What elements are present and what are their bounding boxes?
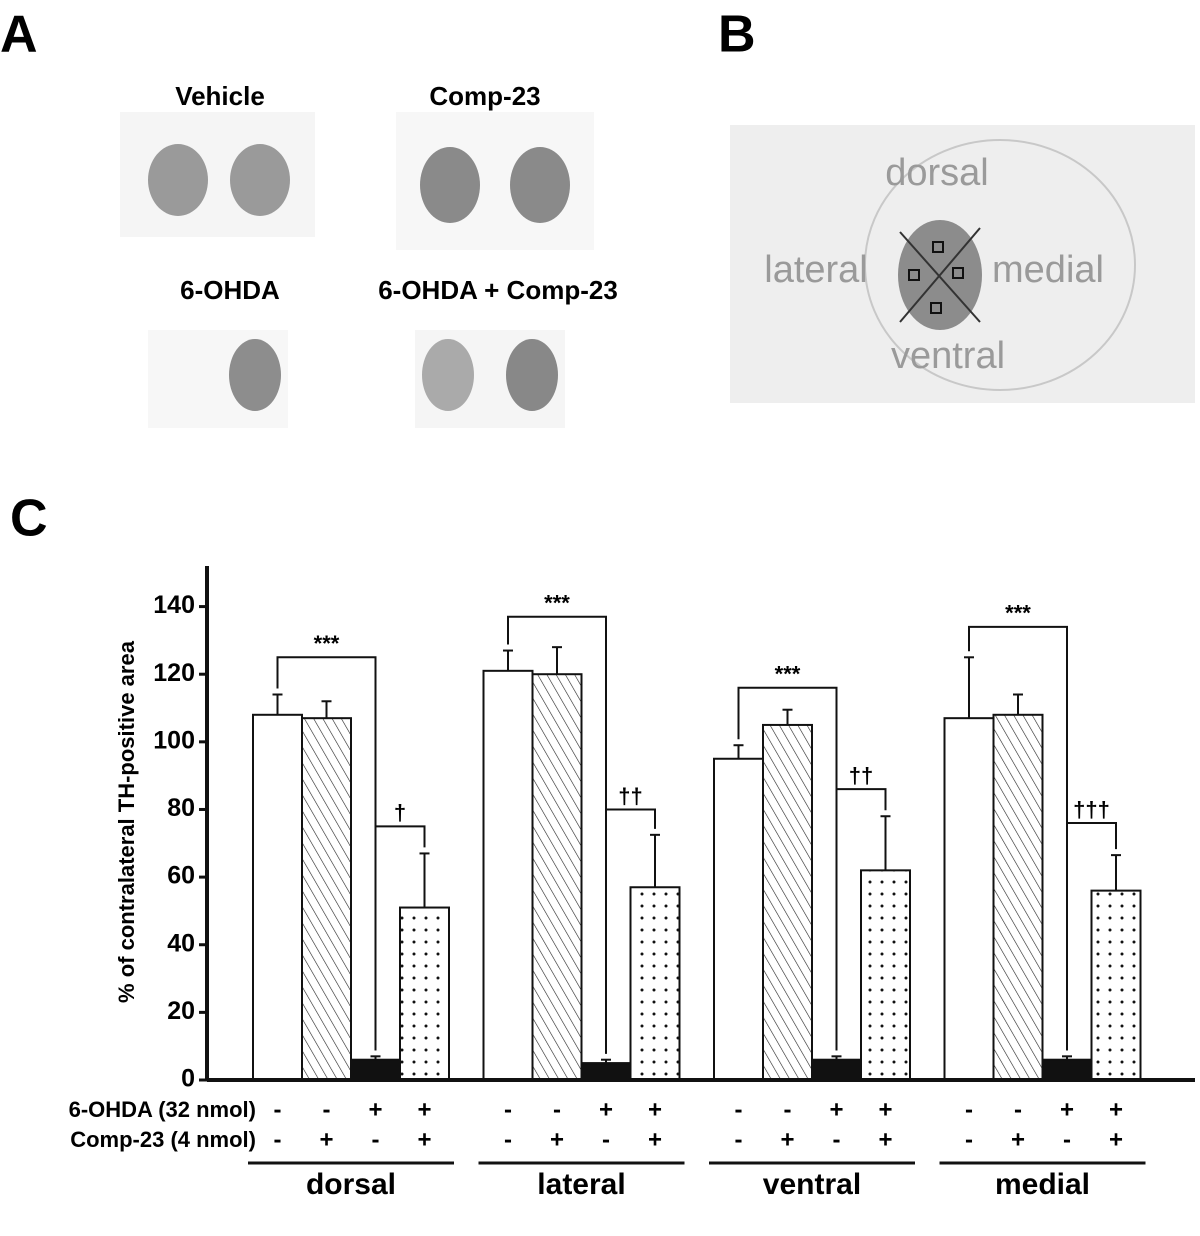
image-label: 6-OHDA + Comp-23 (378, 275, 618, 305)
treatment-sign: - (504, 1096, 512, 1123)
bar (531, 673, 583, 1081)
significance-label: *** (544, 591, 570, 616)
y-axis-label: % of contralateral TH-positive area (114, 640, 139, 1003)
region-label: dorsal (885, 152, 989, 194)
treatment-sign: + (648, 1096, 662, 1123)
image-label: Vehicle (175, 81, 265, 111)
x-tick-label: dorsal (306, 1168, 396, 1201)
bar (992, 713, 1044, 1082)
treatment-sign: - (553, 1096, 561, 1123)
bar (1041, 1058, 1093, 1082)
brain-outline (864, 139, 1136, 391)
significance-bracket (1066, 822, 1117, 1051)
panel-b: dorsal lateral medial ventral (730, 125, 1195, 403)
treatment-sign: - (833, 1126, 841, 1153)
bar (252, 713, 303, 1082)
significance-label: † (394, 800, 406, 825)
bar (943, 717, 995, 1082)
chart: % of contralateral TH-positive area 0 20 4… (69, 566, 1195, 1201)
treatment-sign: + (368, 1096, 382, 1123)
treatment-sign: - (1063, 1126, 1071, 1153)
treatment-sign: + (648, 1126, 662, 1153)
treatment-sign: - (274, 1126, 282, 1153)
treatment-sign: - (602, 1126, 610, 1153)
panel-label: A (0, 6, 38, 64)
significance-bracket (835, 788, 887, 1051)
treatment-label: Comp-23 (4 nmol) (70, 1127, 256, 1152)
y-tick-label: 60 (167, 862, 195, 890)
treatment-sign: + (878, 1126, 892, 1153)
treatment-sign: + (599, 1096, 613, 1123)
significance-label: ††† (1073, 797, 1110, 822)
significance-bracket (374, 825, 426, 1051)
y-tick-label: 100 (153, 726, 195, 754)
treatment-sign: + (1109, 1126, 1123, 1153)
y-tick-label: 0 (181, 1065, 195, 1093)
treatment-sign: - (784, 1096, 792, 1123)
treatment-sign: - (504, 1126, 512, 1153)
x-tick-label: medial (995, 1168, 1090, 1201)
treatment-sign: - (735, 1096, 743, 1123)
treatment-sign: + (780, 1126, 794, 1153)
treatment-sign: - (372, 1126, 380, 1153)
treatment-sign: - (323, 1096, 331, 1123)
treatment-sign: + (1060, 1096, 1074, 1123)
treatment-label: 6-OHDA (32 nmol) (69, 1097, 256, 1122)
treatment-sign: + (829, 1096, 843, 1123)
region-label: medial (992, 249, 1104, 291)
treatment-sign: - (274, 1096, 282, 1123)
significance-label: †† (618, 783, 642, 808)
panel-label: C (10, 490, 48, 548)
significance-label: *** (314, 631, 340, 656)
treatment-sign: + (878, 1096, 892, 1123)
bar (713, 757, 764, 1081)
region-label: lateral (764, 249, 868, 291)
significance-label: †† (849, 763, 873, 788)
treatment-sign: + (319, 1126, 333, 1153)
bar (629, 886, 681, 1081)
bar (1090, 889, 1142, 1082)
x-tick-label: ventral (763, 1168, 861, 1201)
y-tick-label: 120 (153, 659, 195, 687)
bar (482, 669, 534, 1081)
treatment-sign: + (550, 1126, 564, 1153)
treatment-sign: - (965, 1126, 973, 1153)
treatment-sign: - (1014, 1096, 1022, 1123)
bar (399, 906, 450, 1082)
y-tick-label: 140 (153, 591, 195, 619)
bar (580, 1062, 632, 1082)
treatment-sign: + (1011, 1126, 1025, 1153)
image-label: 6-OHDA (180, 275, 280, 305)
y-tick-label: 20 (167, 997, 195, 1025)
treatment-sign: - (965, 1096, 973, 1123)
panel-a: Vehicle Comp-23 6-OHDA 6-OHDA + Comp-23 (120, 81, 618, 428)
image-label: Comp-23 (429, 81, 540, 111)
y-tick-label: 40 (167, 929, 195, 957)
treatment-sign: + (417, 1126, 431, 1153)
region-label: ventral (891, 335, 1005, 377)
significance-bracket (605, 808, 656, 1054)
treatment-sign: + (417, 1096, 431, 1123)
bar (301, 717, 352, 1082)
treatment-sign: + (1109, 1096, 1123, 1123)
significance-label: *** (775, 662, 801, 687)
bar (811, 1058, 862, 1082)
y-tick-label: 80 (167, 794, 195, 822)
x-tick-label: lateral (537, 1168, 625, 1201)
treatment-sign: - (735, 1126, 743, 1153)
bar (350, 1058, 401, 1082)
panel-label: B (718, 6, 756, 64)
bar (762, 723, 813, 1081)
significance-label: *** (1005, 601, 1031, 626)
bar (860, 869, 911, 1081)
